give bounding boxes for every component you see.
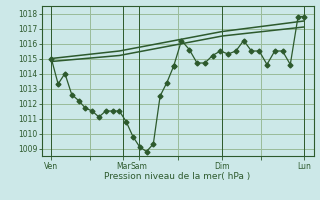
X-axis label: Pression niveau de la mer( hPa ): Pression niveau de la mer( hPa )	[104, 172, 251, 181]
